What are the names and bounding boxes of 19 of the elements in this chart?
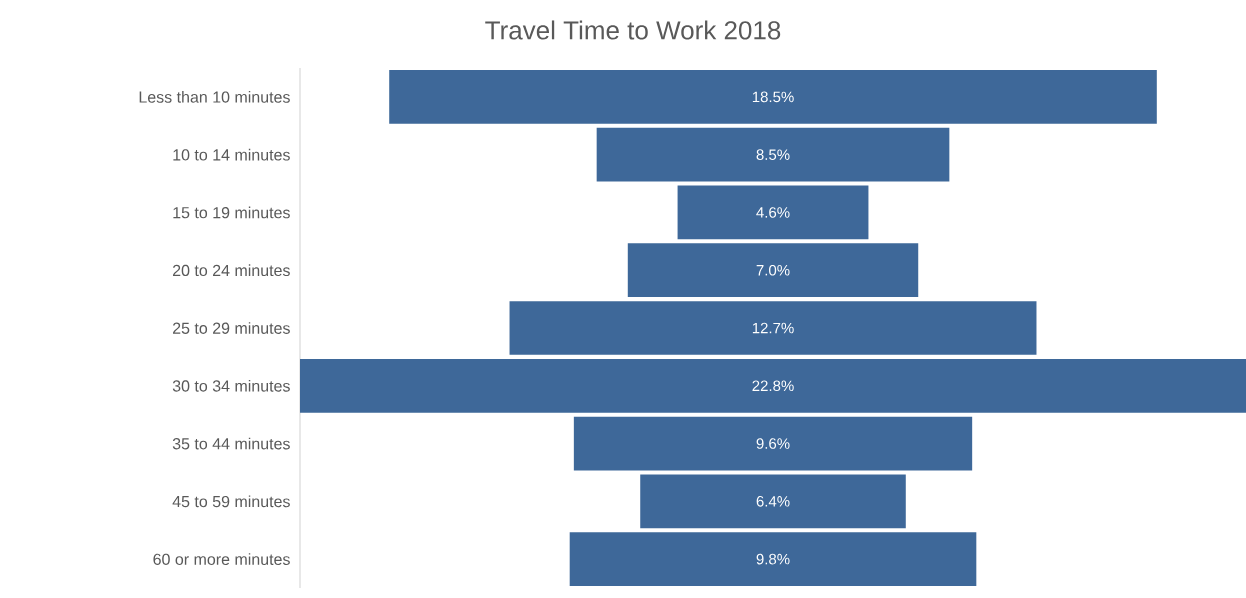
category-label: 10 to 14 minutes <box>173 148 290 161</box>
text: Travel Time to Work 2018 <box>485 20 781 40</box>
data-label: 7.0% <box>756 264 790 276</box>
category-label: 20 to 24 minutes <box>173 264 290 277</box>
category-label: 35 to 44 minutes <box>172 437 290 450</box>
data-label: 22.8% <box>752 380 794 392</box>
category-label: 25 to 29 minutes <box>173 322 290 334</box>
data-label: 12.7% <box>752 322 794 334</box>
category-label: 60 or more minutes <box>153 553 290 565</box>
data-label: 18.5% <box>752 91 794 103</box>
category-label: Less than 10 minutes <box>139 91 290 103</box>
data-label: 8.5% <box>756 149 790 160</box>
category-label: 15 to 19 minutes <box>173 206 290 219</box>
data-label: 9.6% <box>756 438 790 449</box>
category-label: 30 to 34 minutes <box>172 379 290 392</box>
category-label: 45 to 59 minutes <box>172 495 290 508</box>
data-label: 6.4% <box>756 496 790 507</box>
data-label: 4.6% <box>756 207 790 218</box>
data-label: 9.8% <box>756 553 790 565</box>
